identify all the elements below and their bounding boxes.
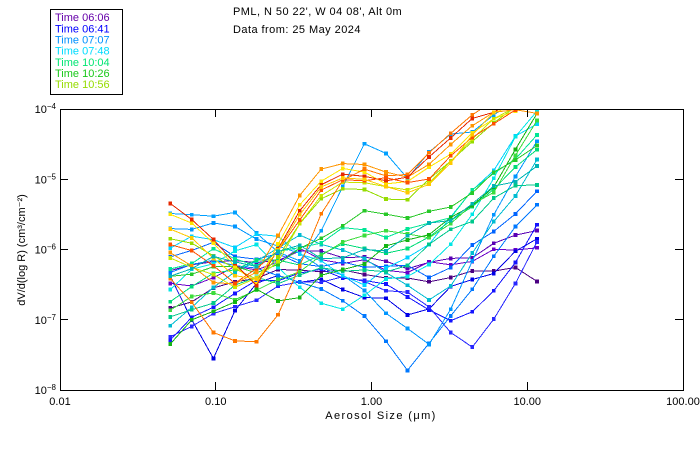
svg-text:Time 10:04: Time 10:04: [55, 57, 110, 69]
svg-text:Time 10:56: Time 10:56: [55, 79, 110, 91]
svg-text:Time 06:06: Time 06:06: [55, 12, 110, 24]
svg-text:PML, N 50 22', W 04 08', Alt 0: PML, N 50 22', W 04 08', Alt 0m: [233, 6, 402, 18]
svg-text:Time 10:26: Time 10:26: [55, 68, 110, 80]
svg-text:100.00: 100.00: [666, 396, 700, 408]
svg-text:10.00: 10.00: [513, 396, 541, 408]
svg-text:Time 07:07: Time 07:07: [55, 35, 110, 47]
svg-text:Aerosol Size (μm): Aerosol Size (μm): [325, 410, 436, 422]
svg-text:0.10: 0.10: [205, 396, 226, 408]
svg-text:Time 06:41: Time 06:41: [55, 23, 110, 35]
svg-text:Time 07:48: Time 07:48: [55, 46, 110, 58]
svg-text:0.01: 0.01: [49, 396, 70, 408]
svg-text:dV/d(log R) (cm³/cm⁻²): dV/d(log R) (cm³/cm⁻²): [16, 194, 28, 306]
svg-text:Data from: 25 May 2024: Data from: 25 May 2024: [233, 24, 361, 36]
svg-text:1.00: 1.00: [361, 396, 382, 408]
